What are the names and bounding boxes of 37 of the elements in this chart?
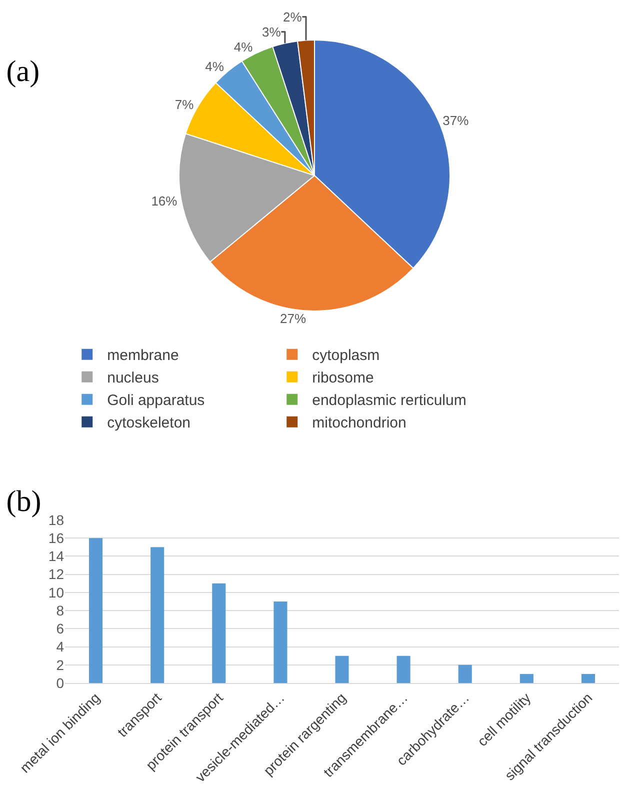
data-label: 3%	[262, 24, 282, 40]
bar	[396, 656, 410, 683]
data-label: 2%	[283, 9, 302, 24]
legend-label: nucleus	[107, 370, 159, 387]
bar	[212, 583, 226, 683]
y-tick-label: 2	[56, 656, 64, 673]
bar	[458, 664, 472, 683]
data-label: 37%	[442, 113, 470, 128]
y-tick-label: 0	[56, 674, 64, 691]
legend-label: membrane	[107, 347, 179, 364]
data-label: 7%	[174, 97, 194, 112]
data-label: 4%	[205, 59, 224, 74]
y-tick-label: 4	[56, 638, 64, 655]
y-tick-label: 14	[48, 548, 64, 564]
legend-label: cytoplasm	[312, 347, 380, 364]
bar	[89, 538, 103, 683]
legend-label: mitochondrion	[312, 414, 406, 432]
legend-label: Goli apparatus	[107, 392, 205, 410]
legend-label: endoplasmic rerticulum	[312, 392, 466, 410]
legend-label: cytoskeleton	[107, 414, 191, 432]
bar	[150, 547, 164, 683]
y-tick-label: 16	[48, 530, 64, 546]
chart-title: (b)	[6, 485, 42, 518]
y-tick-label: 6	[56, 620, 64, 637]
data-label: 4%	[234, 39, 254, 54]
y-tick-label: 18	[48, 512, 64, 528]
text: (a)	[6, 55, 40, 88]
y-tick-label: 12	[48, 566, 64, 582]
y-tick-label: 8	[56, 602, 64, 618]
y-tick-label: 10	[48, 584, 64, 600]
data-label: 27%	[280, 310, 306, 326]
legend-label: ribosome	[312, 370, 374, 387]
bar	[520, 674, 534, 683]
bar	[274, 602, 288, 683]
bar	[335, 656, 349, 683]
bar	[581, 674, 595, 683]
data-label: 16%	[151, 194, 178, 209]
